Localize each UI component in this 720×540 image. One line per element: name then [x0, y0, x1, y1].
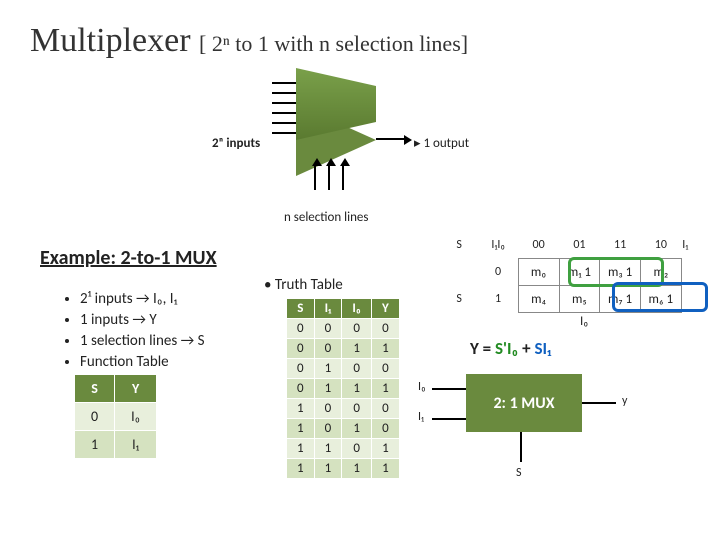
mux-out-label: y	[622, 394, 627, 408]
example-heading: Example: 2-to-1 MUX	[40, 246, 217, 270]
sel-label: n selection lines	[284, 210, 369, 225]
slide: Multiplexer [ 2ⁿ to 1 with n selection l…	[0, 0, 720, 540]
kmap: S I₁I₀ 00 01 11 10 I₁ 0 m₀m₁ 1 m₃ 1m₂ S …	[440, 232, 720, 313]
mux-in0-label: I₀	[418, 380, 426, 394]
kmap-corner: I₁I₀	[478, 232, 518, 259]
mux-body	[296, 104, 376, 176]
bullet: 2¹ inputs → I₀, I₁	[80, 290, 204, 308]
wire-s	[520, 432, 522, 462]
kmap-group-blue	[612, 282, 708, 312]
boolean-equation: Y = S'I₀ + SI₁	[470, 338, 551, 359]
mux-output-line	[376, 138, 406, 140]
function-table: SY 0I₀ 1I₁	[74, 374, 157, 459]
wire-i0	[432, 388, 466, 390]
mux-block-body: 2: 1 MUX	[466, 374, 582, 432]
kmap-rowvar: S	[440, 232, 478, 259]
bullet: 1 inputs → Y	[80, 311, 204, 329]
truth-table-label: • Truth Table	[264, 276, 343, 294]
truth-table: SI₁ I₀Y 0000 0011 0100 0111 1000 1010 11…	[286, 298, 400, 479]
wire-i1	[432, 418, 466, 420]
example-bullets: 2¹ inputs → I₀, I₁ 1 inputs → Y 1 select…	[40, 287, 204, 374]
mux-top-diagram	[296, 104, 376, 176]
inputs-label: 2ⁿ inputs	[212, 136, 260, 151]
mux-input-lines	[272, 74, 296, 142]
title-sub: [ 2ⁿ to 1 with n selection lines]	[199, 31, 468, 56]
mux-in1-label: I₁	[418, 410, 424, 424]
page-title: Multiplexer [ 2ⁿ to 1 with n selection l…	[30, 22, 468, 60]
kmap-bottom-label: I₀	[580, 314, 588, 329]
wire-y	[582, 402, 616, 404]
bullet: Function Table	[80, 353, 204, 371]
title-main: Multiplexer	[30, 22, 191, 59]
mux-block-diagram: 2: 1 MUX	[466, 374, 582, 432]
bullet: 1 selection lines → S	[80, 332, 204, 350]
output-label: ▸ 1 output	[414, 136, 469, 151]
mux-sel-label: S	[516, 466, 522, 480]
